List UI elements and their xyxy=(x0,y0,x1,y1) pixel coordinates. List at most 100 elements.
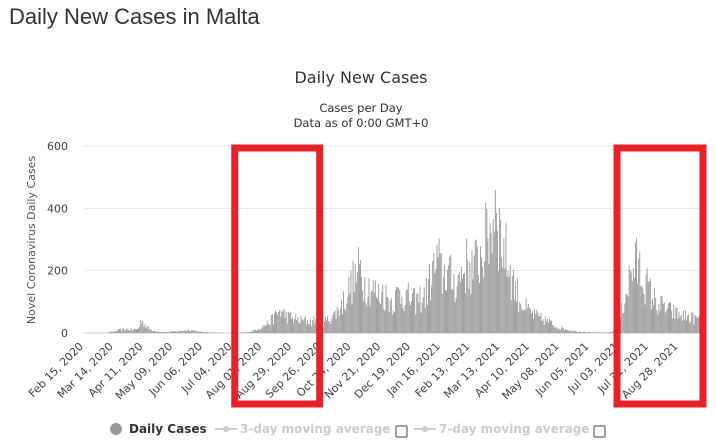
daily-case-bar[interactable] xyxy=(181,331,183,333)
daily-case-bar[interactable] xyxy=(342,314,343,333)
daily-case-bar[interactable] xyxy=(575,330,577,333)
daily-case-bar[interactable] xyxy=(312,320,314,333)
daily-case-bar[interactable] xyxy=(627,296,629,333)
daily-case-bar[interactable] xyxy=(629,269,631,333)
daily-case-bar[interactable] xyxy=(397,286,399,333)
daily-case-bar[interactable] xyxy=(463,273,464,333)
daily-case-bar[interactable] xyxy=(594,332,596,333)
daily-case-bar[interactable] xyxy=(647,281,649,333)
daily-case-bar[interactable] xyxy=(134,328,136,333)
daily-case-bar[interactable] xyxy=(506,276,508,333)
daily-case-bar[interactable] xyxy=(561,326,563,333)
daily-case-bar[interactable] xyxy=(286,323,288,333)
daily-case-bar[interactable] xyxy=(454,302,456,333)
daily-case-bar[interactable] xyxy=(192,329,194,333)
daily-case-bar[interactable] xyxy=(417,293,419,333)
daily-case-bar[interactable] xyxy=(143,326,145,333)
daily-case-bar[interactable] xyxy=(178,331,180,333)
daily-case-bar[interactable] xyxy=(484,261,486,333)
daily-case-bar[interactable] xyxy=(140,319,142,333)
daily-case-bar[interactable] xyxy=(570,331,572,333)
daily-case-bar[interactable] xyxy=(523,309,525,333)
daily-case-bar[interactable] xyxy=(270,315,272,333)
daily-case-bar[interactable] xyxy=(338,315,340,333)
daily-case-bar[interactable] xyxy=(155,331,157,333)
daily-case-bar[interactable] xyxy=(431,285,433,333)
daily-case-bar[interactable] xyxy=(244,332,246,333)
daily-case-bar[interactable] xyxy=(499,207,501,333)
daily-case-bar[interactable] xyxy=(343,291,344,333)
daily-case-bar[interactable] xyxy=(206,331,208,333)
daily-case-bar[interactable] xyxy=(588,331,590,333)
daily-case-bar[interactable] xyxy=(574,331,576,333)
daily-case-bar[interactable] xyxy=(339,308,341,333)
daily-case-bar[interactable] xyxy=(137,329,138,333)
daily-case-bar[interactable] xyxy=(354,263,356,333)
daily-case-bar[interactable] xyxy=(665,310,667,333)
daily-case-bar[interactable] xyxy=(371,290,373,333)
daily-case-bar[interactable] xyxy=(633,278,635,333)
daily-case-bar[interactable] xyxy=(401,296,403,333)
daily-case-bar[interactable] xyxy=(533,318,535,333)
daily-case-bar[interactable] xyxy=(567,330,568,333)
daily-case-bar[interactable] xyxy=(363,300,365,333)
daily-case-bar[interactable] xyxy=(409,305,411,333)
daily-case-bar[interactable] xyxy=(657,314,659,333)
daily-case-bar[interactable] xyxy=(422,297,424,333)
daily-case-bar[interactable] xyxy=(502,267,504,333)
daily-case-bar[interactable] xyxy=(246,332,248,333)
daily-case-bar[interactable] xyxy=(375,297,377,333)
daily-case-bar[interactable] xyxy=(262,324,264,333)
daily-case-bar[interactable] xyxy=(392,310,394,333)
daily-case-bar[interactable] xyxy=(541,321,543,333)
daily-case-bar[interactable] xyxy=(441,294,443,333)
daily-case-bar[interactable] xyxy=(257,330,258,333)
daily-case-bar[interactable] xyxy=(508,277,510,333)
daily-case-bar[interactable] xyxy=(406,289,408,333)
daily-case-bar[interactable] xyxy=(494,190,496,333)
daily-case-bar[interactable] xyxy=(355,282,357,333)
daily-case-bar[interactable] xyxy=(322,327,324,333)
daily-case-bar[interactable] xyxy=(471,250,473,333)
daily-case-bar[interactable] xyxy=(326,320,327,333)
daily-case-bar[interactable] xyxy=(642,288,644,333)
daily-case-bar[interactable] xyxy=(457,274,459,333)
daily-case-bar[interactable] xyxy=(126,328,128,333)
daily-case-bar[interactable] xyxy=(132,329,134,333)
daily-case-bar[interactable] xyxy=(498,271,499,333)
daily-case-bar[interactable] xyxy=(444,289,446,333)
daily-case-bar[interactable] xyxy=(268,324,270,333)
daily-case-bar[interactable] xyxy=(425,277,427,333)
daily-case-bar[interactable] xyxy=(122,328,124,333)
daily-case-bar[interactable] xyxy=(277,314,279,333)
daily-case-bar[interactable] xyxy=(455,298,457,333)
daily-case-bar[interactable] xyxy=(357,247,359,333)
daily-case-bar[interactable] xyxy=(212,332,214,333)
daily-case-bar[interactable] xyxy=(611,331,613,333)
daily-case-bar[interactable] xyxy=(497,230,498,333)
daily-case-bar[interactable] xyxy=(537,312,539,333)
daily-case-bar[interactable] xyxy=(198,331,200,333)
daily-case-bar[interactable] xyxy=(423,287,425,333)
daily-case-bar[interactable] xyxy=(683,319,685,333)
daily-case-bar[interactable] xyxy=(253,330,255,333)
daily-case-bar[interactable] xyxy=(133,328,135,333)
daily-case-bar[interactable] xyxy=(478,283,480,333)
daily-case-bar[interactable] xyxy=(306,320,308,333)
daily-case-bar[interactable] xyxy=(330,323,332,333)
daily-case-bar[interactable] xyxy=(372,279,374,333)
daily-case-bar[interactable] xyxy=(168,331,170,333)
daily-case-bar[interactable] xyxy=(259,329,261,333)
daily-case-bar[interactable] xyxy=(179,330,181,333)
daily-case-bar[interactable] xyxy=(164,332,166,333)
daily-case-bar[interactable] xyxy=(520,304,522,333)
daily-case-bar[interactable] xyxy=(266,320,268,333)
daily-case-bar[interactable] xyxy=(190,331,192,333)
daily-case-bar[interactable] xyxy=(591,332,593,333)
daily-case-bar[interactable] xyxy=(144,324,146,333)
daily-case-bar[interactable] xyxy=(348,276,350,333)
daily-case-bar[interactable] xyxy=(620,317,622,333)
daily-case-bar[interactable] xyxy=(663,302,665,333)
daily-case-bar[interactable] xyxy=(623,313,625,333)
daily-case-bar[interactable] xyxy=(377,298,378,333)
